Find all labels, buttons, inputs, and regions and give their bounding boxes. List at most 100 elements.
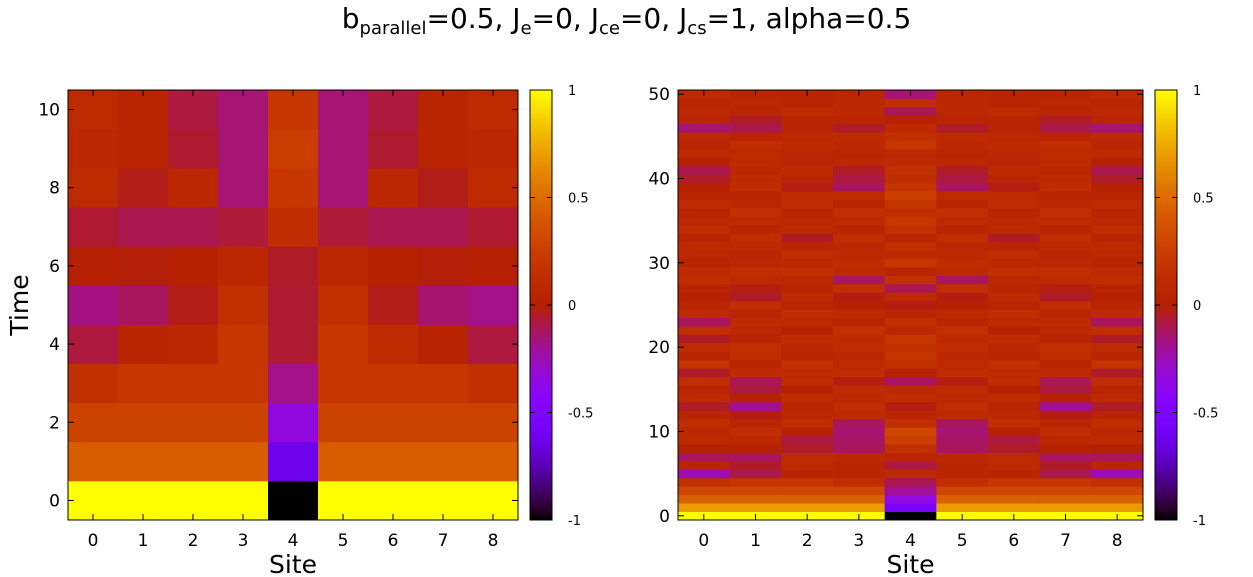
heatmap-cell	[1091, 342, 1144, 352]
heatmap-cell	[1039, 359, 1092, 369]
heatmap-cell	[781, 460, 834, 470]
heatmap-cell	[988, 199, 1041, 209]
heatmap-cell	[781, 208, 834, 217]
heatmap-cell	[729, 267, 782, 276]
heatmap-cell	[1039, 351, 1092, 361]
heatmap-cell	[318, 168, 369, 208]
x-tick-label: 2	[802, 531, 813, 551]
heatmap-cell	[884, 410, 937, 420]
heatmap-cell	[1091, 123, 1144, 133]
heatmap-cell	[833, 334, 886, 344]
heatmap-cell	[678, 300, 731, 310]
heatmap-cell	[1039, 368, 1092, 378]
heatmap-cell	[1091, 132, 1144, 141]
heatmap-cell	[1091, 427, 1144, 437]
heatmap-cell	[988, 292, 1041, 302]
heatmap-cell	[884, 385, 937, 394]
heatmap-cell	[884, 115, 937, 125]
heatmap-cell	[781, 326, 834, 335]
colorbar-tick-label: -0.5	[1193, 407, 1218, 422]
heatmap-cell	[729, 98, 782, 108]
heatmap-cell	[884, 359, 937, 369]
heatmap-cell	[318, 441, 369, 482]
heatmap-cell	[988, 283, 1041, 293]
heatmap-cell	[833, 283, 886, 293]
heatmap-cell	[1091, 309, 1144, 319]
heatmap-cell	[781, 140, 834, 150]
heatmap-cell	[988, 427, 1041, 437]
heatmap-cell	[781, 191, 834, 201]
heatmap-cell	[68, 441, 119, 482]
heatmap-cell	[1039, 503, 1092, 512]
heatmap-cell	[781, 199, 834, 209]
heatmap-cell	[678, 401, 731, 411]
heatmap-cell	[988, 385, 1041, 394]
y-tick-label: 6	[49, 257, 60, 277]
heatmap-cell	[1039, 452, 1092, 462]
heatmap-cell	[729, 444, 782, 453]
heatmap-cell	[833, 233, 886, 243]
heatmap-cell	[1091, 401, 1144, 411]
heatmap-cell	[1039, 149, 1092, 158]
heatmap-cell	[936, 427, 989, 437]
heatmap-cell	[418, 441, 469, 482]
heatmap-cell	[678, 393, 731, 403]
heatmap-cell	[781, 503, 834, 512]
heatmap-cell	[833, 477, 886, 487]
heatmap-cell	[988, 469, 1041, 479]
heatmap-cell	[729, 494, 782, 504]
heatmap-cell	[1091, 241, 1144, 251]
heatmap-cells	[678, 90, 1144, 521]
heatmap-cell	[678, 267, 731, 276]
colorbar-tick-label: 0.5	[568, 192, 589, 207]
heatmap-cell	[1091, 275, 1144, 285]
heatmap-cell	[218, 90, 269, 130]
heatmap-cell	[781, 486, 834, 496]
heatmap-cell	[781, 106, 834, 116]
heatmap-cell	[884, 435, 937, 445]
heatmap-cell	[729, 477, 782, 487]
heatmap-cell	[884, 140, 937, 150]
heatmap-cell	[781, 309, 834, 319]
heatmap-cell	[468, 324, 519, 365]
heatmap-cell	[884, 216, 937, 226]
heatmap-cell	[678, 494, 731, 504]
heatmap-cell	[884, 427, 937, 437]
heatmap-cell	[368, 207, 419, 247]
heatmap-cell	[884, 503, 937, 512]
heatmap-cell	[418, 90, 469, 130]
heatmap-cell	[936, 418, 989, 428]
heatmap-cell	[781, 300, 834, 310]
heatmap-cell	[729, 469, 782, 479]
colorbar: -1 -0.5 0 0.5 1	[529, 84, 593, 529]
heatmap-cell	[781, 469, 834, 479]
colorbar-tick-label: -1	[1193, 514, 1206, 529]
x-tick-label: 7	[438, 531, 449, 551]
heatmap-cell	[936, 106, 989, 116]
title-jce-subscript: ce	[598, 18, 620, 39]
heatmap-cell	[729, 106, 782, 116]
heatmap-cell	[936, 140, 989, 150]
heatmap-cell	[833, 191, 886, 201]
heatmap-cell	[318, 129, 369, 169]
heatmap-cell	[1039, 106, 1092, 116]
heatmap-cell	[936, 359, 989, 369]
heatmap-cell	[1091, 283, 1144, 293]
heatmap-cell	[168, 129, 219, 169]
heatmap-cell	[781, 452, 834, 462]
colorbar: -1 -0.5 0 0.5 1	[1154, 84, 1218, 529]
heatmap-cell	[833, 309, 886, 319]
heatmap-cell	[1091, 376, 1144, 386]
heatmap-cell	[833, 410, 886, 420]
heatmap-cell	[884, 368, 937, 378]
heatmap-cell	[678, 460, 731, 470]
heatmap-cell	[884, 165, 937, 175]
heatmap-cell	[988, 368, 1041, 378]
title-je-subscript: e	[520, 18, 532, 39]
heatmap-cell	[884, 258, 937, 268]
heatmap-cell	[418, 207, 469, 247]
heatmap-cell	[678, 208, 731, 217]
heatmap-cell	[988, 216, 1041, 226]
heatmap-cell	[988, 435, 1041, 445]
heatmap-cell	[936, 149, 989, 158]
